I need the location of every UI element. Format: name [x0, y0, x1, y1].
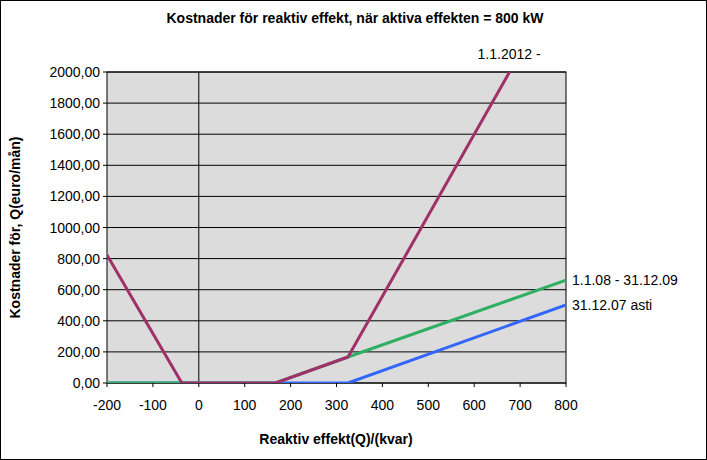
y-tick-label: 800,00: [57, 251, 100, 267]
x-tick: [520, 383, 521, 387]
grid-line: [107, 320, 566, 321]
x-tick: [474, 383, 475, 387]
y-axis-label: Kostnader för, Q(euro/mån): [7, 136, 23, 318]
chart-border: [1, 1, 707, 460]
y-tick-label: 0,00: [73, 375, 100, 391]
plot-area: [107, 72, 566, 383]
x-tick-label: 800: [554, 397, 578, 413]
x-tick: [290, 383, 291, 387]
x-tick-label: 700: [508, 397, 532, 413]
y-tick-label: 2000,00: [49, 64, 100, 80]
series-group: [107, 72, 566, 383]
x-tick-label: 300: [325, 397, 349, 413]
grid-line: [107, 134, 566, 135]
x-tick: [382, 383, 383, 387]
y-tick: [103, 165, 107, 166]
y-tick: [103, 134, 107, 135]
plot-frame: [107, 72, 566, 383]
grid-line: [107, 258, 566, 259]
grid-line: [107, 227, 566, 228]
x-tick-label: -200: [93, 397, 121, 413]
grid-line: [107, 196, 566, 197]
y-tick: [103, 196, 107, 197]
x-tick-label: 0: [195, 397, 203, 413]
grid-line: [107, 103, 566, 104]
x-tick-label: 600: [463, 397, 487, 413]
grid-line: [107, 351, 566, 352]
x-tick: [198, 383, 199, 387]
series-label: 1.1.2012 -: [478, 46, 541, 62]
series-label: 1.1.08 - 31.12.09: [572, 272, 678, 288]
y-tick-label: 200,00: [57, 344, 100, 360]
y-tick-label: 1800,00: [49, 95, 100, 111]
x-tick-label: 100: [233, 397, 257, 413]
x-tick-label: 500: [417, 397, 441, 413]
y-tick-label: 400,00: [57, 313, 100, 329]
x-tick-label: 400: [371, 397, 395, 413]
x-tick-label: 200: [279, 397, 303, 413]
x-tick-label: -100: [139, 397, 167, 413]
y-tick-label: 1200,00: [49, 188, 100, 204]
y-tick-label: 1000,00: [49, 220, 100, 236]
y-tick: [103, 320, 107, 321]
y-tick: [103, 72, 107, 73]
series-label: 31.12.07 asti: [572, 297, 652, 313]
y-tick: [103, 383, 107, 384]
y-tick-label: 1400,00: [49, 157, 100, 173]
y-tick-label: 600,00: [57, 282, 100, 298]
grid-line: [107, 289, 566, 290]
chart: 0,00 200,00 400,00 600,00 800,00 1000,00 1200,…: [0, 0, 707, 460]
x-tick: [152, 383, 153, 387]
y-tick: [103, 289, 107, 290]
y-axis-line: [198, 72, 199, 383]
x-tick: [428, 383, 429, 387]
x-tick: [244, 383, 245, 387]
y-tick-label: 1600,00: [49, 126, 100, 142]
grid-line: [107, 165, 566, 166]
series-line: [107, 280, 566, 383]
x-tick: [107, 383, 108, 387]
y-tick: [103, 351, 107, 352]
x-axis-label: Reaktiv effekt(Q)/(kvar): [259, 431, 412, 447]
x-tick: [336, 383, 337, 387]
y-tick: [103, 258, 107, 259]
y-tick: [103, 103, 107, 104]
x-tick: [566, 383, 567, 387]
title: Kostnader för reaktiv effekt, när aktiva…: [167, 10, 545, 26]
series-line: [107, 72, 510, 383]
y-tick: [103, 227, 107, 228]
